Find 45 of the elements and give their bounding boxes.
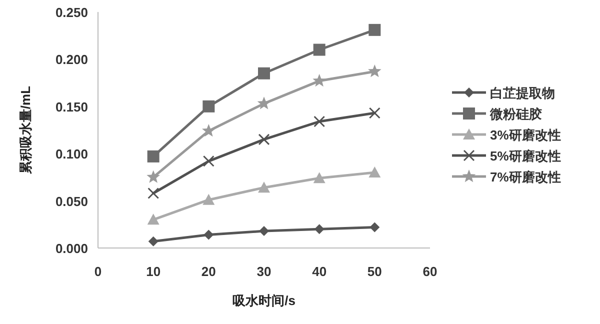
point (202, 100, 215, 112)
point (258, 67, 270, 80)
point (368, 64, 382, 78)
point (257, 96, 271, 110)
point (368, 24, 381, 36)
y-tick-label: 0.200 (55, 52, 88, 68)
x-tick-label: 10 (146, 264, 161, 279)
point (259, 226, 269, 236)
point (312, 74, 326, 87)
point (368, 107, 380, 119)
y-tick-label: 0.100 (55, 146, 88, 162)
point (258, 134, 270, 146)
legend-label: 3%研磨改性 (490, 128, 561, 142)
point (368, 166, 381, 178)
point (202, 194, 215, 205)
legend-label: 白芷提取物 (490, 86, 555, 100)
point (370, 222, 380, 232)
x-tick-label: 60 (422, 264, 438, 279)
point (258, 182, 270, 193)
point (148, 236, 158, 246)
legend-label: 微粉硅胶 (489, 106, 542, 122)
x-tick-label: 50 (367, 264, 382, 279)
x-tick-label: 0 (94, 264, 102, 279)
point (148, 188, 160, 199)
point (313, 172, 326, 184)
x-tick-label: 20 (201, 264, 216, 279)
point (202, 155, 214, 167)
legend-label: 7%研磨改性 (490, 170, 561, 184)
x-tick-label: 30 (256, 264, 272, 279)
point (147, 150, 160, 162)
point (202, 124, 216, 137)
y-tick-label: 0.150 (55, 99, 88, 114)
point (313, 44, 326, 56)
point (314, 116, 326, 128)
point (146, 170, 160, 183)
y-tick-label: 0.250 (55, 5, 88, 20)
point (147, 214, 160, 225)
y-axis-title: 累积吸水量/mL (18, 86, 33, 176)
legend-label: 5%研磨改性 (490, 148, 561, 164)
x-axis-title: 吸水时间/s (232, 293, 296, 308)
y-tick-label: 0.000 (55, 241, 88, 256)
point (314, 224, 324, 234)
point (204, 230, 214, 240)
x-tick-label: 40 (312, 264, 327, 279)
y-tick-label: 0.050 (55, 194, 88, 209)
